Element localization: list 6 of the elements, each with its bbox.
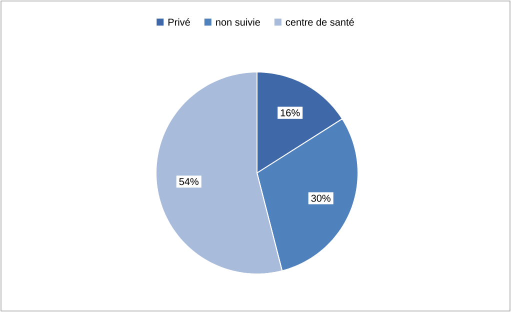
data-label: 16%	[280, 109, 300, 116]
legend-label: non suivie	[216, 18, 260, 26]
legend-label: Privé	[168, 18, 190, 26]
data-label: 54%	[179, 178, 199, 186]
legend-label: centre de santé	[286, 18, 354, 26]
data-label: 30%	[311, 194, 331, 202]
